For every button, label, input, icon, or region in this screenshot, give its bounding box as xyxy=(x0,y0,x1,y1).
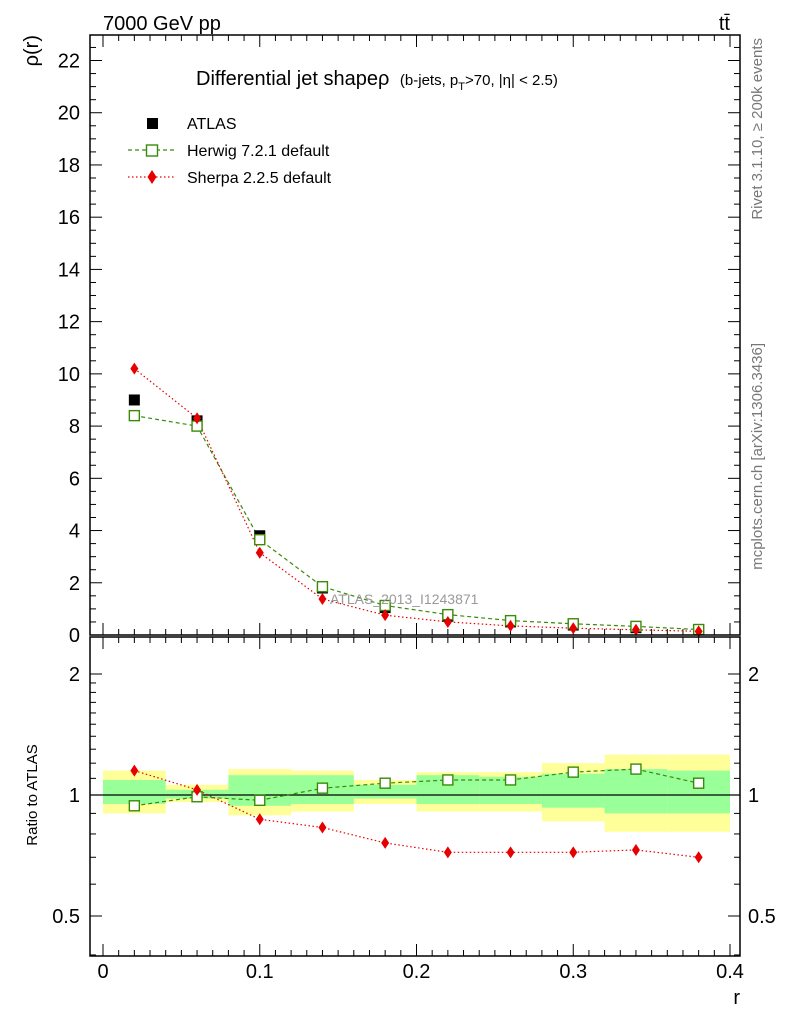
y-axis-label: ρ(r) xyxy=(21,35,43,66)
ratio-band-green xyxy=(667,770,730,814)
herwig-ratio-point xyxy=(630,763,642,775)
y-tick-label: 6 xyxy=(69,468,80,490)
herwig-point xyxy=(316,580,329,593)
legend-entry-sherpa: Sherpa 2.2.5 default xyxy=(128,170,332,187)
sherpa-ratio-point xyxy=(381,836,390,849)
sherpa-ratio-point xyxy=(130,764,139,777)
herwig-point xyxy=(254,533,266,546)
sherpa-ratio-point xyxy=(694,851,703,864)
sherpa-point xyxy=(193,412,202,425)
legend-label-atlas: ATLAS xyxy=(187,116,237,133)
data-series xyxy=(128,362,705,864)
herwig-ratio-point xyxy=(567,766,579,778)
chart-title: Differential jet shapeρ (b-jets, pT>70, … xyxy=(196,68,558,93)
herwig-point xyxy=(128,409,141,422)
side-label-mcplots: mcplots.cern.ch [arXiv:1306.3436] xyxy=(749,343,766,570)
y-tick-label: 0 xyxy=(69,625,80,647)
sherpa-ratio-point xyxy=(631,843,640,856)
ratio-y-axis-label: Ratio to ATLAS xyxy=(24,744,41,845)
watermark-analysis: ATLAS_2013_I1243871 xyxy=(330,591,479,607)
herwig-ratio-point xyxy=(128,800,141,812)
herwig-ratio-point xyxy=(316,782,329,794)
x-tick-label: 0.1 xyxy=(246,961,274,983)
ratio-band-green xyxy=(541,773,605,808)
chart-title-main: Differential jet shapeρ xyxy=(196,68,389,90)
x-tick-label: 0.2 xyxy=(403,961,431,983)
chart-title-sub: (b-jets, pT>70, |η| < 2.5) xyxy=(400,72,558,93)
legend-marker-atlas xyxy=(147,118,158,129)
sherpa-ratio-point xyxy=(506,846,515,859)
herwig-ratio-point xyxy=(692,777,705,789)
sherpa-ratio-point xyxy=(193,783,202,796)
sherpa-ratio-point xyxy=(569,846,578,859)
legend-marker-herwig xyxy=(145,144,159,157)
x-tick-label: 0 xyxy=(97,961,108,983)
y-tick-label: 8 xyxy=(69,416,80,438)
y-tick-label: 12 xyxy=(58,312,80,334)
herwig-line xyxy=(134,415,699,631)
main-plot-frame xyxy=(89,34,741,636)
herwig-ratio-line xyxy=(134,768,699,807)
y-tick-label: 20 xyxy=(58,103,80,125)
x-axis-label: r xyxy=(733,987,740,1009)
y-tick-label: 4 xyxy=(69,521,80,543)
legend-label-herwig: Herwig 7.2.1 default xyxy=(187,143,330,160)
ratio-tick-label-left: 1 xyxy=(69,785,80,807)
ratio-tick-label-left: 0.5 xyxy=(52,906,80,928)
ratio-band-green xyxy=(604,769,668,814)
sherpa-point xyxy=(255,546,264,559)
sherpa-ratio-line xyxy=(134,770,699,858)
atlas-point xyxy=(128,394,140,406)
x-tick-label: 0.3 xyxy=(559,961,587,983)
x-tick-label: 0.4 xyxy=(716,961,744,983)
y-tick-label: 16 xyxy=(58,207,80,229)
sherpa-point xyxy=(443,615,452,628)
ratio-plot-frame xyxy=(89,636,741,957)
y-tick-label: 10 xyxy=(58,364,80,386)
axes-frames xyxy=(89,34,741,957)
y-tick-label: 2 xyxy=(69,573,80,595)
sherpa-point xyxy=(318,592,327,605)
ratio-tick-label-right: 2 xyxy=(748,664,759,686)
sherpa-point xyxy=(631,623,640,636)
ratio-tick-label-right: 0.5 xyxy=(748,906,776,928)
sherpa-point xyxy=(569,622,578,635)
ratio-uncertainty-bands xyxy=(90,754,740,832)
sherpa-ratio-point xyxy=(443,846,452,859)
ratio-band-green xyxy=(103,779,166,804)
legend-label-sherpa: Sherpa 2.2.5 default xyxy=(187,170,332,187)
legend: ATLAS Herwig 7.2.1 default Sherpa 2.2.5 … xyxy=(128,116,332,187)
sherpa-ratio-point xyxy=(255,813,264,826)
sherpa-point xyxy=(506,619,515,632)
legend-entry-atlas: ATLAS xyxy=(147,116,237,133)
header-right-label: tt̄ xyxy=(719,13,731,35)
y-tick-label: 14 xyxy=(58,259,80,281)
header-left-label: 7000 GeV pp xyxy=(103,13,221,35)
herwig-ratio-point xyxy=(379,777,391,789)
sherpa-ratio-point xyxy=(318,821,327,834)
legend-entry-herwig: Herwig 7.2.1 default xyxy=(128,143,330,160)
side-label-rivet: Rivet 3.1.10, ≥ 200k events xyxy=(749,38,766,220)
y-tick-label: 22 xyxy=(58,51,80,73)
herwig-ratio-point xyxy=(504,774,517,786)
ratio-tick-label-right: 1 xyxy=(748,785,759,807)
herwig-ratio-point xyxy=(442,774,454,786)
legend-marker-sherpa xyxy=(147,170,157,184)
sherpa-point xyxy=(130,362,139,375)
axes-ticks xyxy=(90,35,740,956)
y-tick-label: 18 xyxy=(58,155,80,177)
herwig-ratio-point xyxy=(254,794,266,807)
sherpa-point xyxy=(381,609,390,622)
ratio-tick-label-left: 2 xyxy=(69,664,80,686)
